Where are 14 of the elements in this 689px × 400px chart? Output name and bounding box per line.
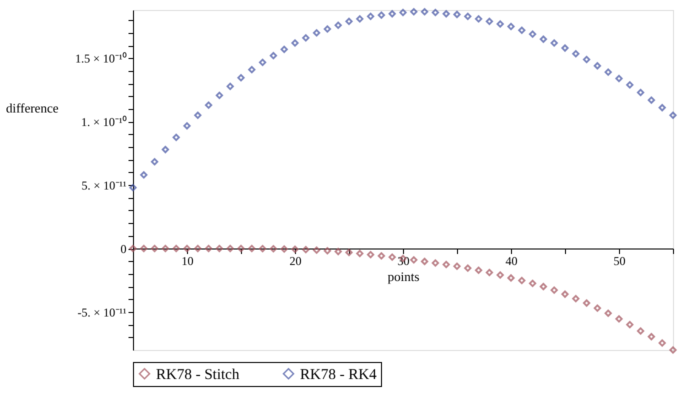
y-tick-label: 1. × 10⁻¹⁰ <box>81 115 126 130</box>
y-tick-label: 5. × 10⁻¹¹ <box>82 178 127 193</box>
y-tick-label: -5. × 10⁻¹¹ <box>78 305 127 320</box>
y-tick-label: 0 <box>120 242 126 256</box>
x-tick-label: 20 <box>290 254 302 268</box>
legend-label: RK78 - RK4 <box>300 366 378 383</box>
x-axis-title: points <box>388 269 420 284</box>
x-tick-label: 50 <box>614 254 626 268</box>
legend-label: RK78 - Stitch <box>156 366 240 383</box>
y-axis-title: difference <box>6 100 59 116</box>
x-tick-label: 40 <box>506 254 518 268</box>
y-tick-label: 1.5 × 10⁻¹⁰ <box>75 52 126 66</box>
x-tick-label: 10 <box>182 254 194 268</box>
x-tick-label: 30 <box>398 254 410 268</box>
